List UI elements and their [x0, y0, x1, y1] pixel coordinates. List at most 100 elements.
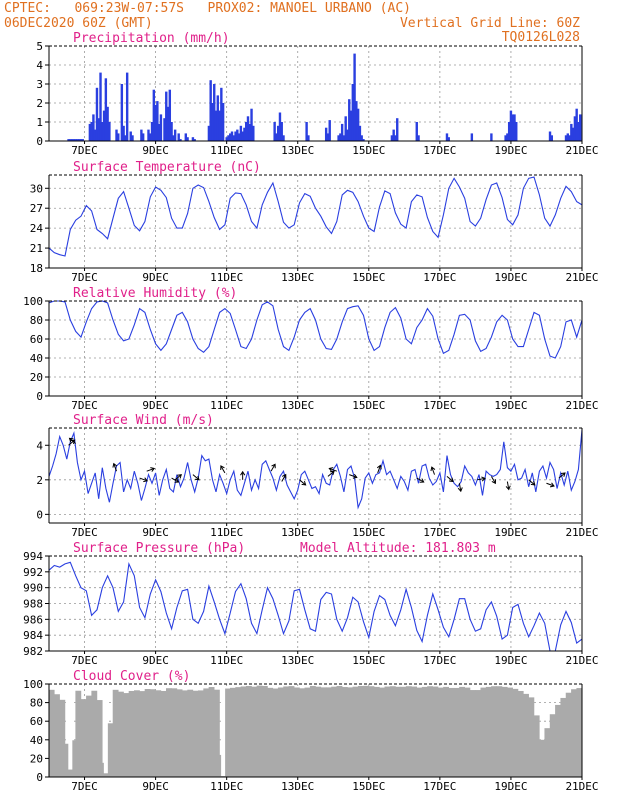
panel-5-ytick-label: 986 [23, 613, 43, 626]
cloud-cover-bar [144, 688, 151, 777]
precip-bar [76, 139, 79, 141]
precip-bar [218, 110, 221, 141]
panel-1-ytick-label: 4 [36, 59, 43, 72]
precip-bar [355, 101, 358, 141]
precip-bar [184, 133, 188, 141]
cloud-cover-bar [448, 687, 455, 777]
cloud-cover-bar [288, 686, 295, 777]
cloud-cover-bar [565, 692, 572, 777]
panel-3-xtick-label: 21DEC [565, 399, 598, 412]
cloud-cover-bar [187, 689, 194, 777]
wind-arrow-head [240, 470, 246, 476]
precip-bar [346, 129, 349, 141]
panel-2-ytick-label: 30 [30, 182, 43, 195]
cloud-cover-bar [491, 686, 497, 777]
panel-6-title: Cloud Cover (%) [73, 669, 190, 684]
panel-2-ytick-label: 18 [30, 262, 43, 275]
cloud-cover-bar [315, 686, 322, 777]
wind-arrow-head [491, 479, 497, 485]
precip-bar [70, 139, 74, 141]
panel-1-xtick-label: 11DEC [210, 144, 243, 157]
panel-2-ytick-label: 24 [30, 222, 44, 235]
precip-bar [150, 122, 154, 141]
cloud-cover-bar [86, 695, 92, 777]
wind-arrow-head [195, 475, 200, 481]
cloud-cover-bar [96, 700, 103, 777]
cloud-cover-bar [395, 686, 402, 777]
cloud-cover-bar [166, 688, 172, 777]
panel-5-ytick-label: 988 [23, 598, 43, 611]
precip-bar [207, 125, 211, 141]
precip-bar [243, 127, 246, 141]
precip-bar [191, 137, 195, 141]
precip-bar [337, 135, 340, 141]
panel-6-xtick-label: 19DEC [494, 780, 527, 793]
cloud-cover-bar [373, 686, 380, 777]
cloud-cover-bar [400, 686, 407, 777]
wind-arrow-head [271, 463, 276, 469]
cloud-cover-bar [320, 687, 327, 777]
panel-4-xtick-label: 19DEC [494, 526, 527, 539]
cloud-cover-bar [176, 689, 183, 777]
panel-2-xtick-label: 21DEC [565, 271, 598, 284]
panel-6-ytick-label: 40 [30, 734, 43, 747]
precip-bar [131, 135, 134, 141]
panel-6-xtick-label: 9DEC [142, 780, 169, 793]
cloud-cover-bar [150, 689, 156, 777]
cloud-cover-bar [560, 697, 567, 777]
precip-bar [108, 122, 111, 141]
precip-bar [344, 116, 347, 141]
precip-bar [360, 135, 363, 141]
panel-5-xtick-label: 7DEC [71, 654, 98, 667]
cloud-cover-bar [432, 686, 439, 777]
panel-5-xtick-label: 13DEC [281, 654, 314, 667]
panel-1-ytick-label: 2 [36, 97, 43, 110]
panel-5-title: Surface Pressure (hPa) [73, 541, 245, 556]
panel-6-xtick-label: 15DEC [352, 780, 385, 793]
cloud-cover-bar [261, 685, 268, 777]
precip-bar [394, 135, 397, 141]
precip-bar [101, 122, 104, 141]
panel-4-ytick-label: 4 [36, 439, 43, 452]
wind-arrow-head [481, 476, 486, 482]
panel-2-xtick-label: 11DEC [210, 271, 243, 284]
panel-6-xtick-label: 11DEC [210, 780, 243, 793]
cloud-cover-bar [501, 686, 508, 777]
precip-bar [236, 129, 239, 141]
cloud-cover-bar [416, 687, 423, 777]
precip-bar [159, 114, 163, 141]
cloud-cover-bar [64, 743, 71, 777]
panel-5-xtick-label: 15DEC [352, 654, 385, 667]
panel-4-xtick-label: 17DEC [423, 526, 456, 539]
precip-bar [548, 131, 552, 141]
precip-bar [99, 72, 102, 141]
precip-bar [278, 112, 282, 141]
cloud-cover-bar [325, 687, 332, 777]
wind-arrow-shaft [477, 477, 486, 481]
panel-3-xtick-label: 9DEC [142, 399, 169, 412]
cloud-cover-bar [123, 693, 130, 777]
wind-arrow-head [352, 473, 358, 479]
panel-2-xtick-label: 17DEC [423, 271, 456, 284]
precip-bar [506, 133, 509, 141]
date-header: 06DEC2020 60Z (GMT) [4, 16, 153, 31]
precip-bar [163, 118, 166, 141]
panel-6-xtick-label: 21DEC [565, 780, 598, 793]
cloud-cover-bar [352, 686, 359, 777]
cloud-cover-bar [171, 688, 178, 777]
panel-2-ytick-label: 27 [30, 202, 43, 215]
panel-6-ytick-label: 0 [36, 771, 43, 784]
panel-4-xtick-label: 7DEC [71, 526, 98, 539]
precip-bar [78, 139, 81, 141]
wind-arrow-head [281, 473, 287, 479]
precip-bar [117, 133, 120, 141]
precip-bar [93, 129, 97, 141]
cloud-cover-bar [48, 689, 55, 777]
cloud-cover-bar [70, 740, 76, 777]
panel-1-xtick-label: 17DEC [423, 144, 456, 157]
precip-bar [129, 131, 132, 141]
cloud-cover-bar [160, 690, 167, 777]
precip-bar [237, 133, 241, 141]
panel-5-ytick-label: 990 [23, 582, 43, 595]
panel-4-xtick-label: 9DEC [142, 526, 169, 539]
